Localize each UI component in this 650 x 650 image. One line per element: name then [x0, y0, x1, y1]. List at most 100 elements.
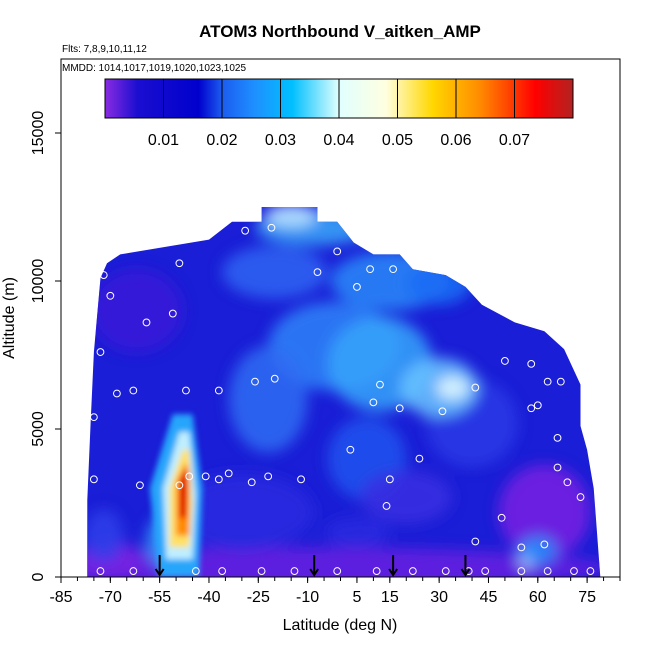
sample-point	[376, 380, 384, 389]
sample-point	[517, 543, 526, 552]
sample-point	[471, 537, 480, 546]
y-tick-label: 15000	[30, 111, 47, 156]
sample-points	[89, 223, 595, 575]
field-blob-2	[498, 464, 591, 560]
sample-point	[313, 268, 322, 277]
sample-point	[96, 348, 105, 356]
sample-point	[586, 567, 595, 575]
sample-point	[395, 404, 404, 413]
colorbar-tick-label: 0.04	[323, 132, 354, 149]
sample-point	[563, 478, 572, 487]
sample-point	[136, 481, 144, 490]
y-axis: 0 5000 10000 15000	[30, 111, 61, 581]
sample-point	[556, 377, 565, 386]
colorbar-tick-label: 0.01	[148, 132, 179, 149]
colorbar: 0.01 0.02 0.03 0.04 0.05 0.06 0.07	[104, 78, 574, 149]
arrow-1	[309, 555, 320, 577]
field-blob-20	[518, 535, 558, 566]
x-tick-label: -10	[296, 589, 319, 606]
field-blob-13	[435, 375, 469, 400]
sample-point	[382, 502, 391, 510]
x-tick-label: 30	[430, 589, 448, 606]
y-tick-label: 5000	[30, 411, 47, 447]
sample-point	[251, 377, 259, 386]
sample-point	[533, 401, 542, 410]
x-tick-label: 15	[381, 589, 399, 606]
flight-arrows	[154, 555, 471, 577]
sample-point	[96, 567, 105, 575]
field-blob-14	[228, 346, 308, 453]
sample-point	[389, 265, 398, 274]
field-blob-5	[222, 245, 328, 299]
sample-point	[99, 271, 108, 279]
sample-point	[241, 226, 250, 235]
colorbar-tick-label: 0.05	[382, 132, 413, 149]
sample-point	[527, 359, 536, 368]
x-tick-label: -40	[197, 589, 220, 606]
sample-point	[366, 265, 374, 274]
sample-point	[372, 567, 381, 575]
sample-point	[346, 445, 355, 454]
sample-point	[89, 413, 98, 422]
sample-point	[214, 386, 223, 395]
plume-layer-4	[179, 467, 188, 518]
sample-point	[501, 357, 509, 365]
sample-point	[333, 247, 342, 256]
arrow-2	[388, 555, 398, 577]
colorbar-frame	[104, 78, 574, 119]
sample-point	[481, 567, 490, 575]
sample-point	[175, 259, 184, 268]
sample-point	[471, 383, 480, 392]
sample-point	[257, 567, 266, 575]
sample-point	[218, 567, 227, 575]
sample-point	[129, 386, 138, 395]
sample-point	[570, 567, 578, 575]
sample-point	[129, 567, 138, 575]
colorbar-tick-label: 0.03	[265, 132, 296, 149]
sample-point	[168, 309, 177, 318]
sample-point	[264, 472, 273, 481]
sample-point	[497, 513, 506, 522]
field-blob-16	[169, 473, 315, 551]
field-blob-17	[87, 508, 124, 563]
y-tick-label: 0	[30, 572, 47, 581]
sample-point	[113, 389, 121, 398]
y-axis-label: Altitude (m)	[1, 277, 18, 359]
arrow-0	[154, 555, 165, 577]
sample-point	[201, 472, 210, 481]
sample-point	[267, 223, 276, 232]
colorbar-tick-label: 0.06	[440, 132, 471, 149]
y-tick-label: 10000	[30, 259, 47, 304]
field-blob-22	[360, 470, 453, 524]
sample-point	[333, 567, 342, 575]
sample-point	[408, 567, 417, 575]
chart-title: ATOM3 Northbound V_aitken_AMP	[199, 22, 481, 41]
colorbar-tick-label: 0.02	[206, 132, 237, 149]
sample-point	[553, 463, 562, 472]
x-tick-label: 45	[480, 589, 498, 606]
dates-subtitle: MMDD: 1014,1017,1019,1020,1023,1025	[62, 63, 246, 74]
x-tick-label: -55	[148, 589, 171, 606]
x-tick-label: -70	[99, 589, 122, 606]
sample-point	[441, 567, 450, 575]
sample-point	[247, 478, 256, 487]
sample-point	[297, 475, 305, 484]
x-tick-label: 60	[529, 589, 547, 606]
sample-point	[543, 567, 552, 575]
sample-point	[89, 475, 98, 484]
x-tick-label: 5	[352, 589, 361, 606]
sample-point	[353, 283, 361, 291]
colorbar-ticks: 0.01 0.02 0.03 0.04 0.05 0.06 0.07	[148, 79, 530, 149]
sample-point	[576, 493, 585, 501]
sample-point	[540, 540, 549, 549]
sample-point	[517, 567, 526, 575]
field-blob-7	[406, 263, 473, 305]
sample-point	[369, 398, 378, 407]
sample-point	[142, 318, 151, 327]
sample-point	[290, 567, 299, 575]
x-tick-label: 75	[578, 589, 596, 606]
colorbar-tick-label: 0.07	[499, 132, 530, 149]
sample-point	[527, 404, 536, 413]
sample-point	[553, 433, 562, 442]
